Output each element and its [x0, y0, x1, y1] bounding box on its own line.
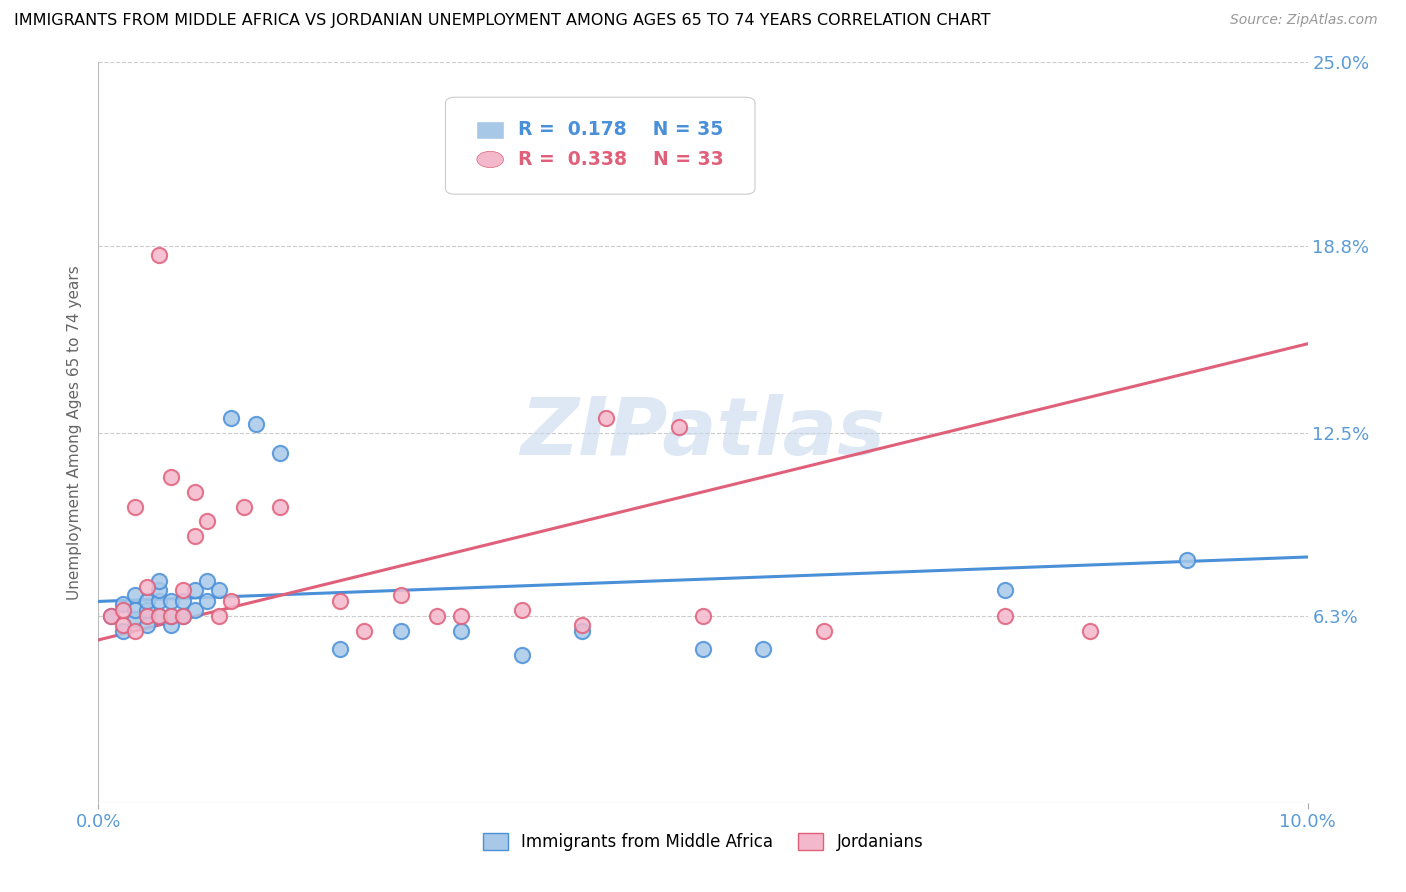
Point: [813, 624, 835, 638]
Text: Source: ZipAtlas.com: Source: ZipAtlas.com: [1230, 13, 1378, 28]
Point: [124, 624, 146, 638]
Point: [148, 582, 170, 597]
Y-axis label: Unemployment Among Ages 65 to 74 years: Unemployment Among Ages 65 to 74 years: [67, 265, 83, 600]
Point: [135, 618, 157, 632]
Point: [172, 609, 194, 624]
Point: [160, 594, 183, 608]
Point: [389, 589, 412, 603]
Point: [1175, 553, 1198, 567]
Point: [124, 612, 146, 626]
Point: [111, 618, 134, 632]
Point: [135, 609, 157, 624]
Point: [269, 446, 291, 460]
Point: [994, 582, 1017, 597]
FancyBboxPatch shape: [446, 97, 755, 194]
Point: [208, 609, 231, 624]
Point: [510, 648, 533, 662]
Point: [571, 618, 593, 632]
Point: [100, 609, 122, 624]
Point: [221, 594, 243, 608]
Point: [208, 582, 231, 597]
Point: [148, 574, 170, 588]
Point: [148, 609, 170, 624]
Point: [389, 624, 412, 638]
Text: ZIPatlas: ZIPatlas: [520, 393, 886, 472]
Point: [510, 603, 533, 617]
Legend: Immigrants from Middle Africa, Jordanians: Immigrants from Middle Africa, Jordanian…: [477, 826, 929, 857]
Point: [172, 609, 194, 624]
Point: [692, 641, 714, 656]
Point: [450, 624, 472, 638]
Point: [135, 594, 157, 608]
Point: [329, 641, 352, 656]
Point: [450, 609, 472, 624]
Text: R =  0.178    N = 35: R = 0.178 N = 35: [517, 120, 723, 139]
Point: [195, 574, 218, 588]
Point: [232, 500, 254, 514]
Point: [195, 515, 218, 529]
Point: [269, 500, 291, 514]
Point: [195, 594, 218, 608]
Point: [160, 609, 183, 624]
Point: [353, 624, 375, 638]
Point: [148, 609, 170, 624]
Point: [124, 500, 146, 514]
Point: [135, 580, 157, 594]
Point: [329, 594, 352, 608]
Circle shape: [477, 152, 503, 168]
Point: [692, 609, 714, 624]
Point: [160, 470, 183, 484]
Point: [184, 603, 207, 617]
Point: [571, 624, 593, 638]
Point: [668, 419, 690, 434]
Point: [184, 484, 207, 499]
Point: [184, 529, 207, 543]
Point: [184, 582, 207, 597]
Point: [221, 410, 243, 425]
Point: [160, 618, 183, 632]
Point: [148, 594, 170, 608]
Point: [426, 609, 449, 624]
Point: [124, 603, 146, 617]
Point: [148, 248, 170, 262]
Point: [595, 410, 617, 425]
Text: R =  0.338    N = 33: R = 0.338 N = 33: [517, 150, 724, 169]
Text: IMMIGRANTS FROM MIDDLE AFRICA VS JORDANIAN UNEMPLOYMENT AMONG AGES 65 TO 74 YEAR: IMMIGRANTS FROM MIDDLE AFRICA VS JORDANI…: [14, 13, 991, 29]
Point: [245, 417, 267, 431]
Point: [111, 624, 134, 638]
Bar: [477, 121, 503, 138]
Point: [100, 609, 122, 624]
Point: [111, 598, 134, 612]
Point: [994, 609, 1017, 624]
Point: [160, 609, 183, 624]
Point: [1078, 624, 1101, 638]
Point: [135, 603, 157, 617]
Point: [752, 641, 775, 656]
Point: [111, 603, 134, 617]
Point: [172, 594, 194, 608]
Point: [124, 589, 146, 603]
Point: [172, 582, 194, 597]
